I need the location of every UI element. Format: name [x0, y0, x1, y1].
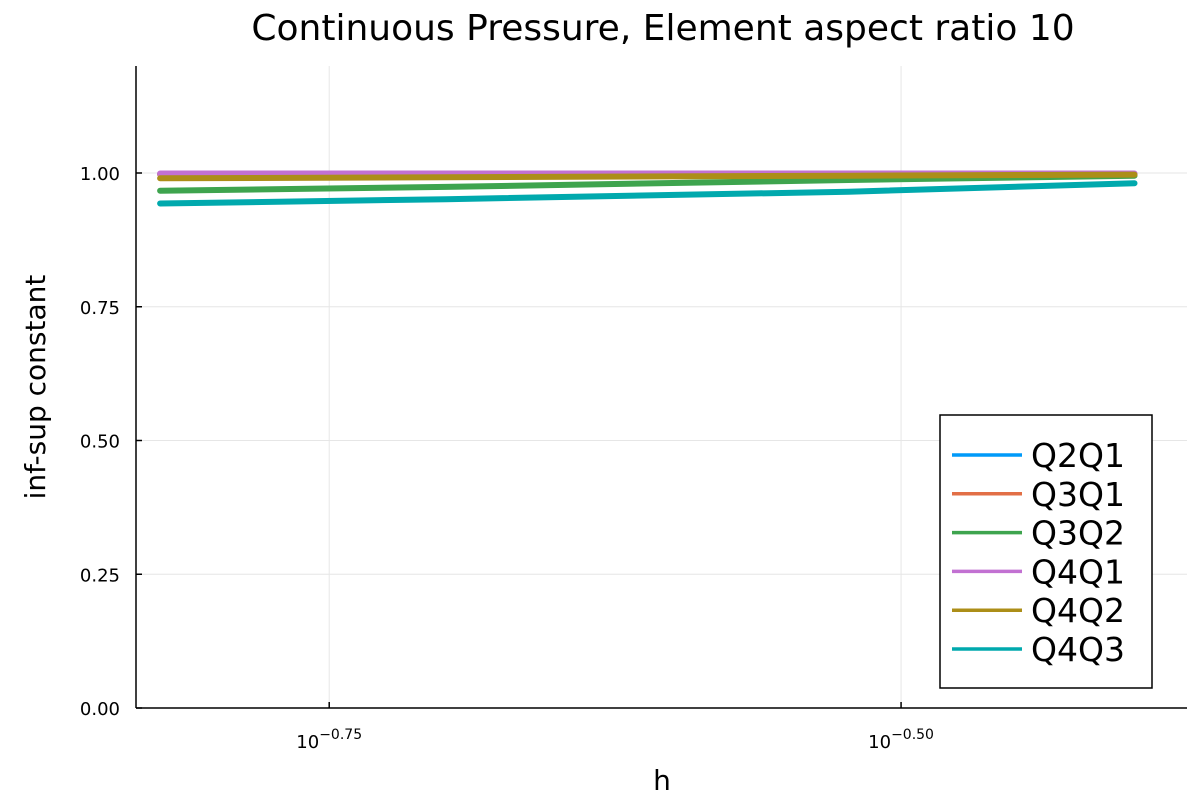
- legend-label: Q4Q2: [1031, 591, 1125, 630]
- legend-label: Q3Q1: [1031, 475, 1125, 514]
- x-tick-exponent: −0.75: [319, 727, 362, 743]
- x-tick-exponent: −0.50: [891, 727, 934, 743]
- y-tick-label: 0.75: [80, 298, 120, 319]
- legend-box: [939, 414, 1153, 689]
- x-tick-label: 10−0.75: [296, 727, 362, 753]
- series-line-q4q3: [157, 180, 1138, 207]
- x-tick-base: 10: [868, 732, 891, 753]
- y-tick-label: 1.00: [80, 164, 120, 185]
- series-line-q4q2: [157, 171, 1138, 182]
- y-tick-label: 0.25: [80, 565, 120, 586]
- legend-label: Q2Q1: [1031, 436, 1125, 475]
- chart-title: Continuous Pressure, Element aspect rati…: [251, 8, 1074, 49]
- legend-label: Q4Q3: [1031, 630, 1125, 669]
- series-lines: [157, 170, 1138, 207]
- legend-label: Q4Q1: [1031, 552, 1125, 591]
- x-tick-label: 10−0.50: [868, 727, 934, 753]
- y-tick-label: 0.00: [80, 699, 120, 720]
- y-axis-label: inf-sup constant: [19, 275, 52, 500]
- x-tick-base: 10: [296, 732, 319, 753]
- legend-label: Q3Q2: [1031, 514, 1125, 553]
- y-tick-label: 0.50: [80, 432, 120, 453]
- x-axis-label: h: [653, 764, 671, 797]
